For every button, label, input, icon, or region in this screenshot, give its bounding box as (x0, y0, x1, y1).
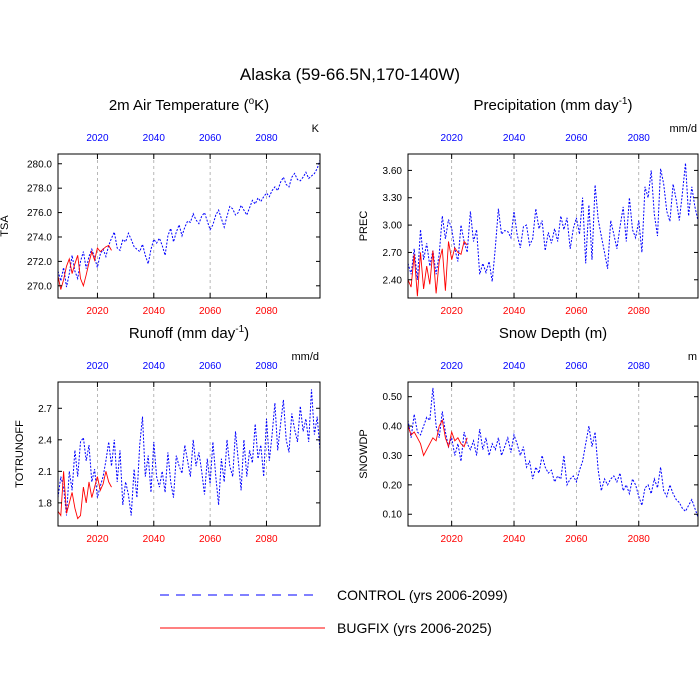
panel-snowdp-series-control (407, 387, 699, 518)
panel-prec-xtick-label-top: 2040 (503, 133, 526, 144)
panel-snowdp-units: m (688, 351, 697, 363)
panel-totrunoff-ytick-label: 1.8 (38, 498, 52, 509)
panel-prec-xtick-label-bottom: 2020 (441, 306, 464, 317)
panel-snowdp-series-bugfix (407, 418, 468, 457)
panel-totrunoff-xtick-label-top: 2040 (143, 361, 166, 372)
panel-prec-units: mm/d (670, 123, 698, 135)
panel-tsa-units: K (312, 123, 320, 135)
panel-snowdp-ytick-label: 0.20 (383, 480, 403, 491)
panel-totrunoff: Runoff (mm day-1) mm/d 1.8 2.1 2.4 2.7 2020 202… (14, 324, 321, 545)
panels: 2m Air Temperature (oK) K 270.0 272.0 274.0 2… (0, 96, 699, 545)
panel-prec-ytick-label: 3.60 (383, 166, 403, 177)
panel-prec-ytick-label: 3.00 (383, 221, 403, 232)
panel-totrunoff-xtick-label-top: 2080 (255, 361, 278, 372)
panel-snowdp-xtick-label-bottom: 2040 (503, 534, 526, 545)
panel-snowdp: Snow Depth (m) m 0.10 0.20 0.30 0.40 0.50 2020 2… (358, 325, 699, 545)
panel-totrunoff-series-control (57, 389, 321, 516)
panel-prec-series-control (407, 163, 699, 282)
panel-snowdp-xtick-label-top: 2080 (628, 361, 651, 372)
panel-snowdp-xtick-label-bottom: 2020 (441, 534, 464, 545)
panel-tsa-series-bugfix (57, 244, 112, 290)
panel-tsa-ytick-label: 280.0 (27, 159, 52, 170)
panel-snowdp-ylabel: SNOWDP (358, 429, 370, 479)
panel-snowdp-xtick-label-bottom: 2080 (628, 534, 651, 545)
panel-tsa-xtick-label-top: 2020 (86, 133, 109, 144)
panel-tsa-series-control (57, 159, 321, 288)
panel-prec-series-bugfix (407, 240, 468, 297)
panel-tsa-ytick-label: 274.0 (27, 232, 52, 243)
panel-snowdp-xtick-label-top: 2020 (441, 361, 464, 372)
panel-prec-title: Precipitation (mm day-1) (474, 96, 633, 114)
panel-tsa-xtick-label-bottom: 2020 (86, 306, 109, 317)
panel-totrunoff-ytick-label: 2.1 (38, 467, 52, 478)
panel-tsa-ytick-label: 270.0 (27, 281, 52, 292)
panel-prec-xtick-label-top: 2060 (565, 133, 588, 144)
panel-prec-xtick-label-top: 2020 (441, 133, 464, 144)
panel-snowdp-ytick-label: 0.50 (383, 392, 403, 403)
panel-totrunoff-xtick-label-bottom: 2040 (143, 534, 166, 545)
panel-prec: Precipitation (mm day-1) mm/d 2.40 2.70 3.00… (358, 96, 699, 317)
panel-totrunoff-ylabel: TOTRUNOFF (14, 420, 26, 488)
panel-prec-xtick-label-top: 2080 (628, 133, 651, 144)
panel-totrunoff-xtick-label-top: 2060 (199, 361, 222, 372)
panel-tsa-ytick-label: 276.0 (27, 208, 52, 219)
panel-totrunoff-units: mm/d (292, 351, 320, 363)
panel-totrunoff-ytick-label: 2.4 (38, 435, 52, 446)
panel-snowdp-ytick-label: 0.10 (383, 510, 403, 521)
panel-prec-xtick-label-bottom: 2060 (565, 306, 588, 317)
panel-totrunoff-frame (57, 381, 321, 527)
panel-totrunoff-title: Runoff (mm day-1) (129, 324, 249, 342)
panel-tsa-xtick-label-top: 2040 (143, 133, 166, 144)
panel-totrunoff-xtick-label-bottom: 2020 (86, 534, 109, 545)
panel-tsa-xtick-label-top: 2080 (255, 133, 278, 144)
panel-tsa-ytick-label: 278.0 (27, 184, 52, 195)
panel-snowdp-title: Snow Depth (m) (499, 325, 607, 342)
panel-snowdp-xtick-label-top: 2060 (565, 361, 588, 372)
panel-tsa-xtick-label-bottom: 2080 (255, 306, 278, 317)
panel-prec-xtick-label-bottom: 2040 (503, 306, 526, 317)
panel-snowdp-ytick-label: 0.30 (383, 451, 403, 462)
panel-prec-ytick-label: 3.30 (383, 193, 403, 204)
panel-prec-ytick-label: 2.40 (383, 275, 403, 286)
panel-snowdp-xtick-label-bottom: 2060 (565, 534, 588, 545)
legend-control-label: CONTROL (yrs 2006-2099) (337, 587, 508, 603)
panel-tsa-ytick-label: 272.0 (27, 257, 52, 268)
panel-tsa-frame (57, 153, 321, 299)
panel-tsa-xtick-label-top: 2060 (199, 133, 222, 144)
panel-totrunoff-xtick-label-bottom: 2060 (199, 534, 222, 545)
panel-tsa-xtick-label-bottom: 2040 (143, 306, 166, 317)
panel-tsa-xtick-label-bottom: 2060 (199, 306, 222, 317)
panel-prec-ylabel: PREC (358, 211, 370, 242)
panel-snowdp-frame (407, 381, 699, 527)
panel-snowdp-ytick-label: 0.40 (383, 422, 403, 433)
panel-totrunoff-series-bugfix (57, 471, 112, 520)
panel-totrunoff-xtick-label-bottom: 2080 (255, 534, 278, 545)
panel-prec-ytick-label: 2.70 (383, 248, 403, 259)
panel-snowdp-xtick-label-top: 2040 (503, 361, 526, 372)
panel-totrunoff-ytick-label: 2.7 (38, 404, 52, 415)
panel-tsa-title: 2m Air Temperature (oK) (109, 96, 269, 114)
legend: CONTROL (yrs 2006-2099) BUGFIX (yrs 2006… (160, 587, 508, 636)
legend-bugfix-label: BUGFIX (yrs 2006-2025) (337, 620, 492, 636)
figure-title: Alaska (59-66.5N,170-140W) (240, 65, 460, 84)
panel-totrunoff-xtick-label-top: 2020 (86, 361, 109, 372)
panel-tsa: 2m Air Temperature (oK) K 270.0 272.0 274.0 2… (0, 96, 321, 317)
panel-tsa-ylabel: TSA (0, 215, 11, 237)
panel-prec-frame (407, 153, 699, 299)
panel-prec-xtick-label-bottom: 2080 (628, 306, 651, 317)
